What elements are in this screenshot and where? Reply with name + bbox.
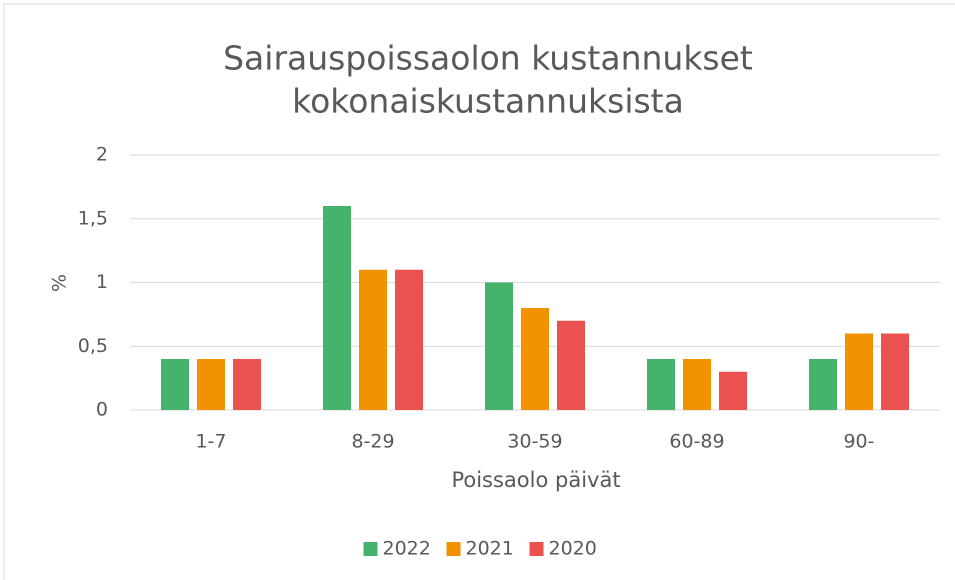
x-tick-label: 90- [843,431,874,453]
y-tick-label: 1 [96,271,108,293]
bar [323,206,351,410]
legend-label: 2022 [383,538,431,560]
bar [395,269,423,410]
x-tick-label: 30-59 [507,431,562,453]
legend-label: 2021 [466,538,514,560]
x-tick-label: 1-7 [195,431,226,453]
legend-swatch [446,542,461,556]
bar [845,333,873,410]
chart-title: kokonaiskustannuksista [292,82,684,121]
x-tick-label: 8-29 [351,431,394,453]
bar [521,308,549,410]
y-tick-label: 0,5 [78,335,108,357]
bar [719,371,747,410]
legend-label: 2020 [549,538,597,560]
chart-border [3,3,955,580]
bar [197,359,225,410]
bar [557,320,585,410]
bar [683,359,711,410]
bar [359,269,387,410]
bar [809,359,837,410]
y-tick-label: 2 [96,144,108,166]
legend-swatch [529,542,544,556]
x-tick-label: 60-89 [669,431,724,453]
y-axis-label: % [49,274,71,292]
y-tick-label: 0 [96,399,108,421]
bar [647,359,675,410]
bar [485,282,513,410]
y-tick-label: 1,5 [78,207,108,229]
legend-swatch [363,542,378,556]
x-axis-label: Poissaolo päivät [451,468,620,492]
bar [881,333,909,410]
chart-title: Sairauspoissaolon kustannukset [223,39,753,78]
bar [161,359,189,410]
bar [233,359,261,410]
